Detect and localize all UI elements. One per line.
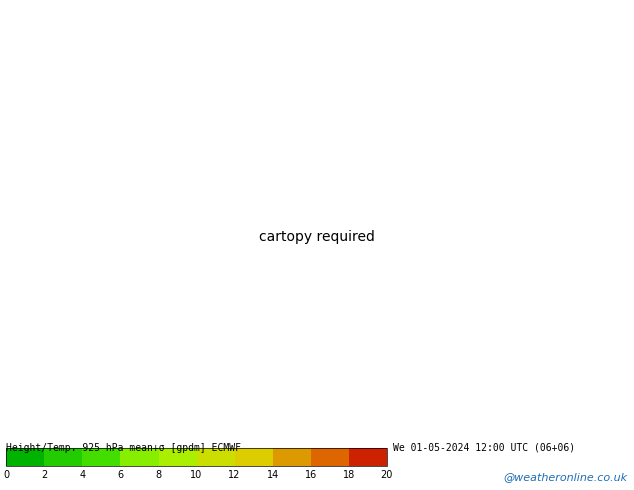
Text: 0: 0 <box>3 470 10 480</box>
Bar <box>44 447 82 466</box>
Bar <box>349 447 387 466</box>
Bar <box>197 447 235 466</box>
Text: 4: 4 <box>79 470 86 480</box>
Text: 10: 10 <box>190 470 203 480</box>
Text: 20: 20 <box>380 470 393 480</box>
Text: 18: 18 <box>342 470 355 480</box>
Text: 16: 16 <box>304 470 317 480</box>
Bar <box>6 447 387 466</box>
Bar <box>82 447 120 466</box>
Text: 14: 14 <box>266 470 279 480</box>
Bar <box>6 447 44 466</box>
Bar <box>311 447 349 466</box>
Text: @weatheronline.co.uk: @weatheronline.co.uk <box>503 472 628 482</box>
Text: We 01-05-2024 12:00 UTC (06+06): We 01-05-2024 12:00 UTC (06+06) <box>393 442 575 453</box>
Text: Height/Temp. 925 hPa mean+σ [gpdm] ECMWF: Height/Temp. 925 hPa mean+σ [gpdm] ECMWF <box>6 442 242 453</box>
Text: 12: 12 <box>228 470 241 480</box>
Bar <box>120 447 158 466</box>
Text: 2: 2 <box>41 470 48 480</box>
Text: 6: 6 <box>117 470 124 480</box>
Bar <box>158 447 197 466</box>
Text: cartopy required: cartopy required <box>259 230 375 245</box>
Bar <box>235 447 273 466</box>
Bar <box>273 447 311 466</box>
Text: 8: 8 <box>155 470 162 480</box>
